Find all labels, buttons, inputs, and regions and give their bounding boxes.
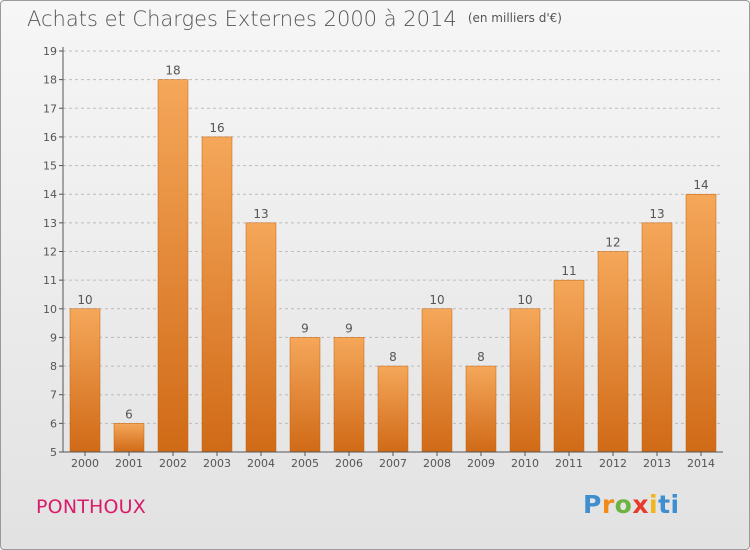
bar: [685, 193, 717, 453]
commune-name: PONTHOUX: [36, 496, 146, 518]
bar-value-label: 9: [301, 321, 309, 335]
x-tick-label: 2009: [467, 457, 495, 470]
bar-value-label: 14: [693, 178, 708, 192]
y-tick-label: 7: [50, 389, 57, 402]
x-tick-label: 2011: [555, 457, 583, 470]
x-tick-label: 2010: [511, 457, 539, 470]
y-tick-label: 11: [43, 274, 57, 287]
x-tick-label: 2014: [687, 457, 715, 470]
x-tick-label: 2013: [643, 457, 671, 470]
logo-letter: t: [658, 490, 671, 519]
bar: [597, 251, 629, 453]
y-tick-label: 16: [43, 131, 57, 144]
bar-value-label: 10: [429, 293, 444, 307]
x-tick-label: 2001: [115, 457, 143, 470]
bar: [69, 308, 101, 453]
chart-title: Achats et Charges Externes 2000 à 2014: [27, 7, 457, 31]
bar: [641, 222, 673, 453]
y-tick-label: 12: [43, 246, 57, 259]
bar-value-label: 12: [605, 236, 620, 250]
bar-value-label: 6: [125, 407, 133, 421]
x-tick-label: 2005: [291, 457, 319, 470]
axes: 5 6 7 8 9 10 11 12 13 14 15 16 17 18 19 2000 2001 2002 200…: [43, 45, 723, 470]
y-tick-label: 8: [50, 360, 57, 373]
bars: 10 6 18 16 13 9 9 8 10 8 10 11 12 13 14: [69, 64, 717, 453]
bar: [289, 337, 321, 453]
bar-value-label: 13: [649, 207, 664, 221]
x-tick-label: 2004: [247, 457, 275, 470]
bar-value-label: 13: [253, 207, 268, 221]
x-tick-label: 2008: [423, 457, 451, 470]
chart-unit: (en milliers d'€): [467, 11, 562, 25]
bar-value-label: 10: [517, 293, 532, 307]
y-tick-label: 18: [43, 74, 57, 87]
bar: [113, 423, 145, 453]
bar: [201, 136, 233, 453]
y-tick-label: 13: [43, 217, 57, 230]
y-tick-label: 14: [43, 188, 57, 201]
x-tick-label: 2012: [599, 457, 627, 470]
bar: [465, 365, 497, 453]
bar-value-label: 11: [561, 264, 576, 278]
x-tick-label: 2002: [159, 457, 187, 470]
y-tick-label: 5: [50, 446, 57, 459]
bar: [509, 308, 541, 453]
y-tick-label: 17: [43, 102, 57, 115]
y-tick-label: 6: [50, 417, 57, 430]
x-tick-label: 2006: [335, 457, 363, 470]
bar: [333, 337, 365, 453]
x-tick-label: 2000: [71, 457, 99, 470]
proxiti-logo[interactable]: Proxiti: [583, 490, 680, 519]
chart-title-block: Achats et Charges Externes 2000 à 2014 (…: [27, 7, 562, 31]
logo-letter: o: [614, 490, 633, 519]
bar-value-label: 16: [209, 121, 224, 135]
logo-letter: i: [670, 490, 680, 519]
x-tick-label: 2003: [203, 457, 231, 470]
bar: [157, 79, 189, 453]
bar: [421, 308, 453, 453]
bar-value-label: 9: [345, 321, 353, 335]
bar: [553, 279, 585, 453]
y-tick-label: 9: [50, 331, 57, 344]
logo-letter: P: [583, 490, 602, 519]
bar-value-label: 18: [165, 64, 180, 78]
logo-letter: r: [601, 490, 615, 519]
y-tick-label: 15: [43, 160, 57, 173]
y-tick-label: 19: [43, 45, 57, 58]
logo-letter: i: [649, 490, 659, 519]
bar-value-label: 8: [389, 350, 397, 364]
x-tick-label: 2007: [379, 457, 407, 470]
bar-value-label: 8: [477, 350, 485, 364]
bar: [245, 222, 277, 453]
bar: [377, 365, 409, 453]
logo-letter: x: [632, 490, 649, 519]
y-tick-label: 10: [43, 303, 57, 316]
bar-value-label: 10: [77, 293, 92, 307]
